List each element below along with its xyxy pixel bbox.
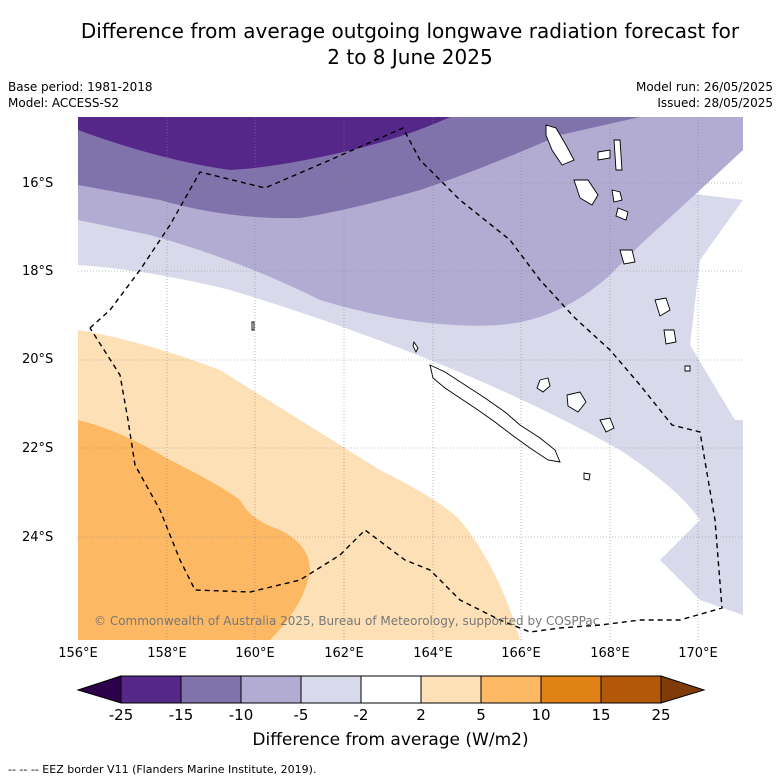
- base-period: Base period: 1981-2018: [8, 80, 153, 94]
- eez-legend-note: -- -- -- EEZ border V11 (Flanders Marine…: [8, 763, 317, 776]
- loyalty-island-3: [599, 417, 615, 433]
- lat-label-24s: 24°S: [22, 530, 54, 545]
- colorbar-segment: [480, 675, 542, 704]
- vanuatu-efate: [611, 189, 623, 203]
- lat-label-20s: 20°S: [22, 352, 54, 367]
- lon-label-162e: 162°E: [324, 646, 364, 661]
- colorbar-tick-label: 25: [651, 706, 671, 724]
- loyalty-island-2: [566, 391, 587, 413]
- lat-label-22s: 22°S: [22, 441, 54, 456]
- lon-label-164e: 164°E: [413, 646, 453, 661]
- title-line-1: Difference from average outgoing longwav…: [80, 19, 740, 43]
- lon-label-156e: 156°E: [58, 646, 98, 661]
- colorbar-segment: [540, 675, 602, 704]
- coastlines: [251, 124, 691, 481]
- vanuatu-island-2: [597, 149, 611, 161]
- vanuatu-erromango: [619, 249, 636, 265]
- vanuatu-pentecost: [613, 139, 623, 171]
- eez-border: [89, 127, 723, 633]
- lon-label-158e: 158°E: [147, 646, 187, 661]
- colorbar-segment: [360, 675, 422, 704]
- colorbar-segment: [240, 675, 302, 704]
- islet-2: [251, 321, 255, 331]
- isle-of-pines: [583, 472, 591, 481]
- lon-label-166e: 166°E: [501, 646, 541, 661]
- lat-label-18s: 18°S: [22, 264, 54, 279]
- colorbar-tick-label: -5: [293, 706, 309, 724]
- vanuatu-island-5: [615, 207, 629, 221]
- vanuatu-malakula: [573, 179, 599, 206]
- lon-label-160e: 160°E: [235, 646, 275, 661]
- colorbar-segment: [300, 675, 362, 704]
- meta-left: Base period: 1981-2018 Model: ACCESS-S2: [8, 79, 153, 111]
- model-run: Model run: 26/05/2025: [635, 80, 773, 94]
- loyalty-island-1: [536, 377, 551, 393]
- islet-3: [412, 340, 419, 354]
- colorbar-tick-label: -10: [228, 706, 254, 724]
- colorbar-tick-label: 5: [476, 706, 486, 724]
- islet: [684, 365, 691, 372]
- lon-label-170e: 170°E: [678, 646, 718, 661]
- colorbar-title: Difference from average (W/m2): [252, 730, 529, 750]
- lon-label-168e: 168°E: [590, 646, 630, 661]
- olr-band-5-10: [78, 420, 310, 640]
- vanuatu-espiritu-santo: [545, 124, 575, 166]
- colorbar-segment: [420, 675, 482, 704]
- model-name: Model: ACCESS-S2: [8, 96, 120, 110]
- olr-band-lt-minus15: [78, 117, 450, 170]
- map-plot-area: [78, 117, 743, 640]
- colorbar-tick-label: 2: [416, 706, 426, 724]
- colorbar-tick-label: -2: [353, 706, 369, 724]
- map-title: Difference from average outgoing longwav…: [0, 18, 781, 70]
- loyalty-island-5: [663, 329, 677, 345]
- issued-date: Issued: 28/05/2025: [657, 96, 773, 110]
- colorbar: [76, 675, 706, 704]
- colorbar-tick-label: 10: [531, 706, 551, 724]
- copyright-notice: © Commonwealth of Australia 2025, Bureau…: [94, 614, 600, 628]
- colorbar-segment: [180, 675, 242, 704]
- colorbar-tick-label: 15: [591, 706, 611, 724]
- meta-right: Model run: 26/05/2025 Issued: 28/05/2025: [636, 79, 773, 111]
- colorbar-tick-label: -25: [108, 706, 134, 724]
- new-caledonia: [429, 364, 561, 463]
- colorbar-tick-label: -15: [168, 706, 194, 724]
- colorbar-over-arrow: [660, 675, 706, 704]
- colorbar-under-arrow: [76, 675, 122, 704]
- colorbar-segment: [120, 675, 182, 704]
- loyalty-island-4: [654, 297, 671, 317]
- lat-label-16s: 16°S: [22, 176, 54, 191]
- colorbar-segment: [600, 675, 662, 704]
- title-line-2: 2 to 8 June 2025: [327, 45, 493, 69]
